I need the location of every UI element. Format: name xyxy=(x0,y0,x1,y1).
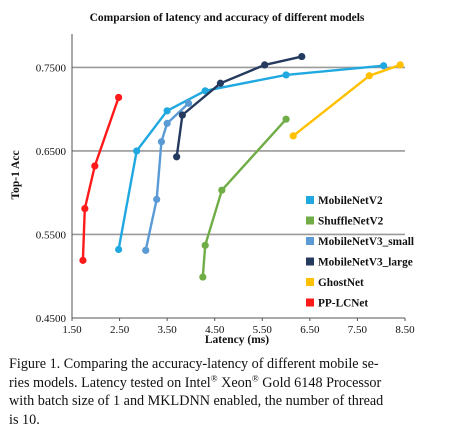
tick-labels: 0.4500 0.5500 0.6500 0.7500 1.50 2.50 3.50 4.50… xyxy=(36,62,415,336)
x-tick-label: 8.50 xyxy=(395,324,415,336)
x-tick-label: 6.50 xyxy=(300,324,320,336)
y-tick-label: 0.4500 xyxy=(36,313,67,325)
data-point-shufflenetv2 xyxy=(199,273,207,281)
data-point-mobilenetv3-small xyxy=(142,246,150,254)
data-point-shufflenetv2 xyxy=(201,241,209,249)
caption-line-1: Figure 1. Comparing the accuracy-latency… xyxy=(9,356,379,372)
legend-swatch xyxy=(306,298,314,307)
series-pp-lcnet xyxy=(79,93,123,264)
caption-line-4: is 10. xyxy=(9,411,40,428)
legend-swatch xyxy=(306,216,314,225)
legend-label: MobileNetV3_large xyxy=(318,257,413,269)
latency-accuracy-chart: Comparsion of latency and accuracy of di… xyxy=(10,12,415,346)
legend-swatch xyxy=(306,237,314,245)
data-point-mobilenetv2 xyxy=(282,71,290,79)
data-point-mobilenetv2 xyxy=(115,245,123,254)
series-mobilenetv3-large xyxy=(173,52,306,161)
data-point-ghostnet xyxy=(396,61,404,69)
legend: MobileNetV2 ShuffleNetV2 MobileNetV3_small… xyxy=(306,195,414,310)
legend-swatch xyxy=(306,257,314,266)
y-tick-label: 0.6500 xyxy=(36,146,67,158)
series-mobilenetv3-small xyxy=(142,99,193,254)
caption-line-2b: Xeon xyxy=(217,374,252,391)
axes xyxy=(71,34,406,321)
series-line-pp-lcnet xyxy=(81,97,120,261)
x-tick-label: 1.50 xyxy=(62,324,82,336)
data-point-shufflenetv2 xyxy=(282,115,290,123)
data-point-pp-lcnet xyxy=(79,256,87,264)
x-tick-label: 3.50 xyxy=(158,324,178,336)
legend-label: MobileNetV3_small xyxy=(318,236,414,248)
legend-label: ShuffleNetV2 xyxy=(318,216,384,228)
data-point-mobilenetv3-large xyxy=(173,153,181,161)
x-tick-label: 2.50 xyxy=(110,324,130,336)
legend-swatch xyxy=(306,196,314,204)
y-tick-label: 0.5500 xyxy=(36,229,67,241)
data-point-ghostnet xyxy=(289,132,297,140)
registered-mark-xeon: ® xyxy=(251,372,259,383)
data-point-pp-lcnet xyxy=(81,204,89,213)
y-tick-label: 0.7500 xyxy=(36,62,67,74)
data-series xyxy=(79,52,404,281)
series-ghostnet xyxy=(289,61,404,140)
caption-line-3: with batch size of 1 and MKLDNN enabled,… xyxy=(9,393,384,409)
registered-mark-intel: ® xyxy=(210,372,218,383)
x-tick-label: 5.50 xyxy=(253,324,273,336)
chart-title: Comparsion of latency and accuracy of di… xyxy=(90,12,365,24)
data-point-shufflenetv2 xyxy=(218,186,226,194)
caption-line-2a: ries models. Latency tested on Intel xyxy=(9,374,211,391)
legend-label: PP-LCNet xyxy=(318,298,368,310)
data-point-mobilenetv3-large xyxy=(261,61,269,69)
figure-caption: Figure 1. Comparing the accuracy-latency… xyxy=(9,355,445,429)
series-shufflenetv2 xyxy=(199,115,290,281)
y-axis-label: Top-1 Acc xyxy=(10,150,22,199)
x-axis-label: Latency (ms) xyxy=(205,334,269,346)
x-tick-label: 7.50 xyxy=(348,324,368,336)
data-point-pp-lcnet xyxy=(91,162,99,170)
legend-swatch xyxy=(306,278,314,286)
data-point-mobilenetv3-large xyxy=(298,52,306,61)
caption-line-2c: Gold 6148 Processor xyxy=(258,374,382,391)
grid-lines xyxy=(72,66,405,236)
series-line-mobilenetv3-large xyxy=(175,55,303,157)
data-point-pp-lcnet xyxy=(115,93,123,102)
data-point-mobilenetv3-small xyxy=(153,195,161,203)
legend-label: MobileNetV2 xyxy=(318,195,383,207)
data-point-mobilenetv3-large xyxy=(178,111,186,119)
data-point-mobilenetv2 xyxy=(379,62,388,70)
series-line-ghostnet xyxy=(292,63,401,137)
data-point-mobilenetv2 xyxy=(163,107,171,115)
data-point-mobilenetv2 xyxy=(201,87,209,95)
data-point-ghostnet xyxy=(365,72,373,80)
data-point-mobilenetv2 xyxy=(133,147,141,155)
legend-label: GhostNet xyxy=(318,277,364,289)
x-tick-label: 4.50 xyxy=(205,324,225,336)
data-point-mobilenetv3-small xyxy=(184,99,193,107)
data-point-mobilenetv3-small xyxy=(157,138,166,146)
data-point-mobilenetv3-small xyxy=(163,119,171,127)
data-point-mobilenetv3-large xyxy=(216,79,225,87)
series-line-shufflenetv2 xyxy=(201,118,287,278)
